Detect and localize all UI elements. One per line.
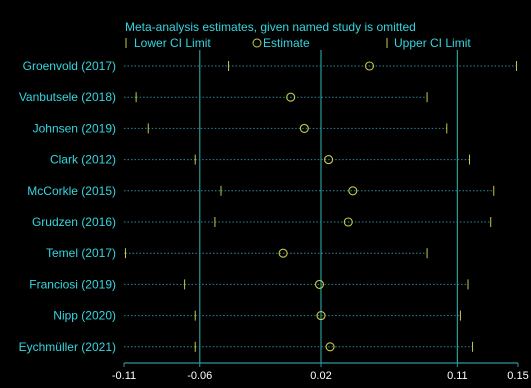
estimate-point [343,217,353,227]
study-label: Eychmüller (2021) [19,340,116,354]
study-row: Nipp (2020) [53,309,461,323]
estimate-point [316,311,326,321]
x-tick-label: 0.15 [507,370,528,382]
legend-estimate-marker [252,38,262,48]
study-label: Groenvold (2017) [23,59,116,73]
estimate-point [314,279,325,289]
x-tick-label: -0.06 [187,370,212,382]
study-row: Vanbutsele (2018) [19,90,428,104]
study-row: Temel (2017) [46,246,428,260]
study-label: McCorkle (2015) [27,184,116,198]
study-row: Groenvold (2017) [23,59,517,73]
reference-lines [199,50,458,363]
study-label: Clark (2012) [50,153,116,167]
study-label: Nipp (2020) [53,309,116,323]
study-row: Franciosi (2019) [29,277,469,291]
study-row: Johnsen (2019) [33,121,448,135]
study-row: Grudzen (2016) [32,215,492,229]
study-row: McCorkle (2015) [27,184,495,198]
study-label: Grudzen (2016) [32,215,116,229]
x-tick-label: 0.02 [310,370,331,382]
study-row: Clark (2012) [50,153,471,167]
estimate-point [325,342,335,352]
estimate-point [278,248,288,258]
study-rows: Groenvold (2017) Vanbutsele (2018) Johnsen… [19,59,517,354]
study-label: Johnsen (2019) [33,121,116,135]
estimate-point [299,123,309,133]
estimate-point [324,155,334,165]
legend: Lower CI Limit Estimate Upper CI Limit [125,36,471,50]
study-label: Temel (2017) [46,246,116,260]
legend-estimate-label: Estimate [263,36,310,50]
estimate-point [364,61,375,71]
estimate-point [348,186,358,196]
x-tick-label: 0.11 [447,370,468,382]
estimate-point [286,92,296,102]
legend-upper-label: Upper CI Limit [394,36,471,50]
study-label: Vanbutsele (2018) [19,90,116,104]
x-axis: -0.11 -0.06 0.02 0.11 0.15 [112,362,529,382]
legend-lower-label: Lower CI Limit [134,36,211,50]
study-label: Franciosi (2019) [29,277,116,291]
chart-title: Meta-analysis estimates, given named stu… [125,20,416,34]
x-tick-label: -0.11 [112,370,136,382]
study-row: Eychmüller (2021) [19,340,474,354]
